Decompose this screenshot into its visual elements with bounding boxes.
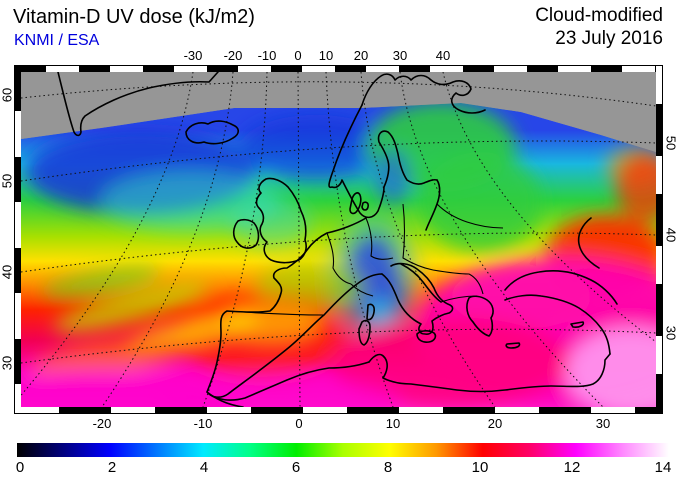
top-tick: 0 bbox=[294, 48, 302, 63]
map-frame bbox=[14, 65, 663, 414]
colorbar-tick: 14 bbox=[654, 459, 672, 476]
bottom-tick: 0 bbox=[295, 416, 303, 431]
colorbar-tick: 6 bbox=[291, 459, 301, 476]
page-title: Vitamin-D UV dose (kJ/m2) bbox=[13, 6, 255, 28]
right-tick: 50 bbox=[663, 135, 678, 151]
colorbar-tick: 0 bbox=[15, 459, 25, 476]
left-tick: 50 bbox=[0, 173, 15, 189]
date-label: 23 July 2016 bbox=[555, 28, 663, 49]
colorbar-tick: 4 bbox=[199, 459, 209, 476]
zebra-border-bottom bbox=[15, 407, 662, 413]
left-tick: 60 bbox=[0, 87, 15, 103]
bottom-tick: 10 bbox=[385, 416, 401, 431]
map-content bbox=[21, 72, 656, 407]
right-tick: 30 bbox=[663, 325, 678, 341]
country-borders bbox=[226, 203, 504, 316]
zebra-border-right bbox=[656, 66, 662, 413]
top-tick: -30 bbox=[183, 48, 203, 63]
zebra-border-top bbox=[15, 66, 662, 72]
top-tick: 20 bbox=[353, 48, 369, 63]
no-data-region bbox=[21, 72, 656, 152]
bottom-tick: -20 bbox=[92, 416, 112, 431]
top-tick: 10 bbox=[318, 48, 334, 63]
right-tick: 40 bbox=[663, 227, 678, 243]
header-right: Cloud-modified 23 July 2016 bbox=[535, 4, 663, 50]
map-svg bbox=[21, 72, 656, 407]
colorbar-gradient bbox=[17, 443, 669, 457]
left-tick: 30 bbox=[0, 355, 15, 371]
colorbar-tick: 10 bbox=[471, 459, 489, 476]
source-label: KNMI / ESA bbox=[14, 32, 100, 49]
left-tick: 40 bbox=[0, 264, 15, 280]
uv-field bbox=[21, 72, 656, 407]
bottom-tick: 20 bbox=[487, 416, 503, 431]
bottom-tick: -10 bbox=[193, 416, 213, 431]
colorbar-tick: 12 bbox=[563, 459, 581, 476]
mode-label: Cloud-modified bbox=[535, 5, 663, 26]
bottom-tick: 30 bbox=[595, 416, 611, 431]
zebra-border-left bbox=[15, 66, 21, 413]
coastlines bbox=[57, 72, 618, 407]
colorbar-tick: 8 bbox=[383, 459, 393, 476]
top-tick: 40 bbox=[435, 48, 451, 63]
colorbar-tick: 2 bbox=[107, 459, 117, 476]
top-tick: -20 bbox=[223, 48, 243, 63]
top-tick: -10 bbox=[257, 48, 277, 63]
top-tick: 30 bbox=[392, 48, 408, 63]
